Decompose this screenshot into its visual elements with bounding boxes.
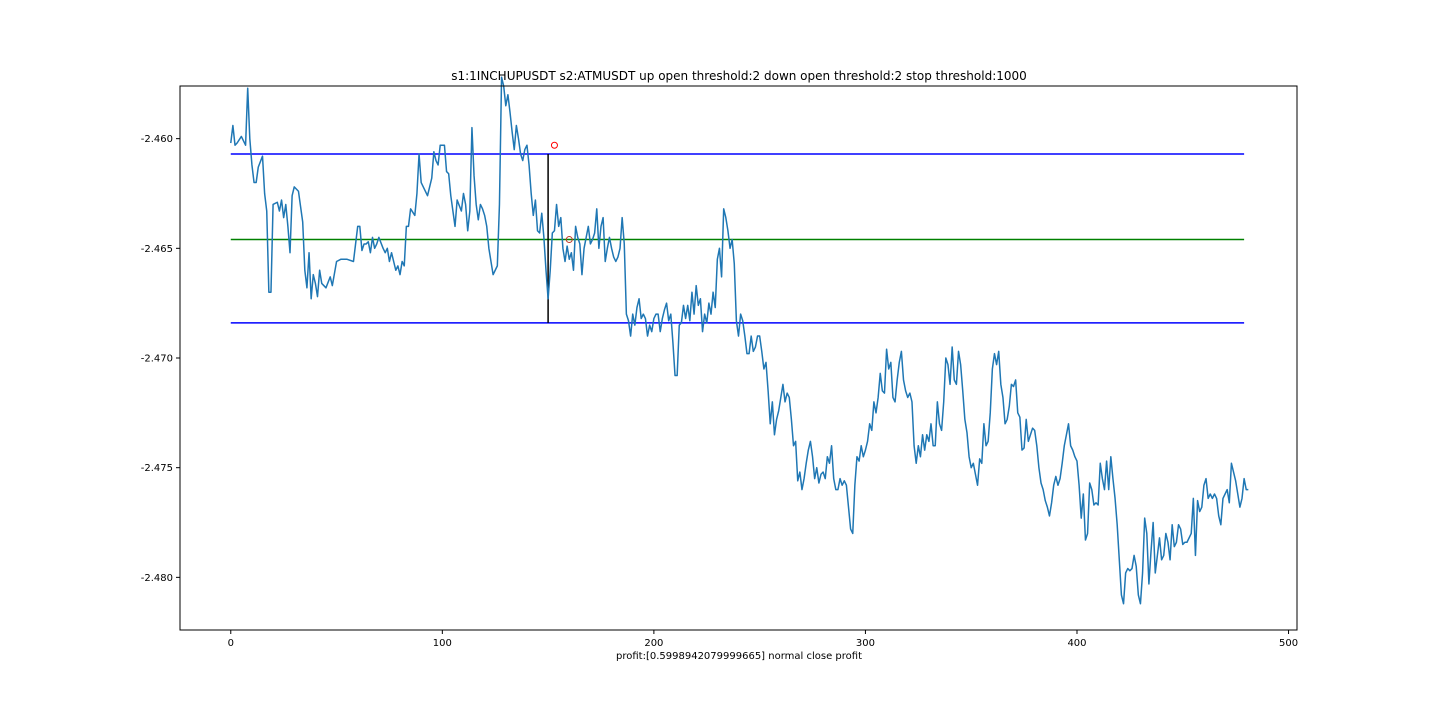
y-tick-label: -2.480	[141, 573, 173, 584]
y-tick-label: -2.475	[141, 463, 173, 474]
marker-close	[565, 236, 573, 244]
x-tick-label: 200	[644, 638, 663, 649]
x-tick-label: 400	[1067, 638, 1086, 649]
series-line	[230, 76, 1249, 605]
marker-open	[550, 141, 558, 149]
y-tick-label: -2.470	[141, 354, 173, 365]
x-tick-label: 300	[856, 638, 875, 649]
plot-frame	[179, 85, 1298, 631]
x-tick-label: 0	[228, 638, 234, 649]
x-axis-label: profit:[0.5998942079999665] normal close…	[616, 651, 862, 662]
plot-area	[230, 76, 1249, 605]
y-axis: -2.480 -2.475 -2.470 -2.465 -2.460	[141, 134, 180, 584]
x-tick-label: 500	[1279, 638, 1298, 649]
y-tick-label: -2.460	[141, 134, 173, 145]
x-axis: 0 100 200 300 400 500	[228, 630, 1298, 649]
y-tick-label: -2.465	[141, 244, 173, 255]
x-tick-label: 100	[433, 638, 452, 649]
chart-title: s1:1INCHUPUSDT s2:ATMUSDT up open thresh…	[451, 69, 1027, 83]
